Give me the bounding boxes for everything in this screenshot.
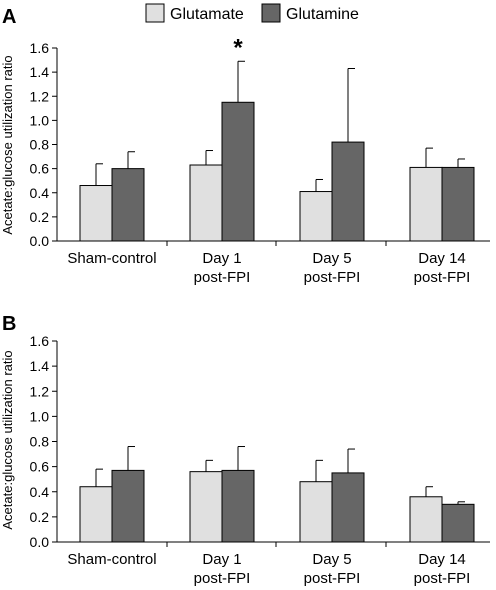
y-tick-label-b: 0.2 [30,509,50,525]
bar-b-glutamine-3 [441,503,475,543]
category-label-b-3: Day 14 [418,551,466,568]
y-tick-label-a: 0.0 [30,233,50,249]
legend-swatch-glutamate [145,3,165,23]
category-label-a-2: Day 5 [312,250,351,267]
bar-b-glutamate-3 [409,496,443,543]
bar-a-glutamate-1 [189,164,223,242]
y-tick-label-b: 0.0 [30,534,50,550]
category-label-a-3: post-FPI [414,269,471,286]
bar-b-glutamine-1 [221,469,255,543]
bar-b-glutamate-1 [189,471,223,543]
bar-b-glutamine-2 [331,472,365,543]
y-tick-label-a: 0.4 [30,185,50,201]
legend-swatch-glutamine [261,3,281,23]
bar-b-glutamine-0 [111,469,145,543]
y-tick-label-a: 1.6 [30,40,50,56]
y-axis-label-b: Acetate:glucose utilization ratio [0,350,15,529]
panel-b: B Acetate:glucose utilization ratio 0.0 0… [0,313,490,587]
bar-a-glutamine-0 [111,168,145,242]
y-tick-label-b: 0.8 [30,434,50,450]
significance-marker-a: * [233,34,243,61]
panel-a: A Acetate:glucose utilization ratio 0.0 0… [0,6,490,286]
bar-a-glutamate-0 [79,185,113,242]
bar-a-glutamine-3 [441,166,475,242]
y-tick-label-a: 1.0 [30,112,50,128]
bar-a-glutamate-2 [299,191,333,242]
y-tick-label-a: 0.8 [30,137,50,153]
category-label-a-1: post-FPI [194,269,251,286]
bar-a-glutamate-3 [409,166,443,242]
y-tick-label-b: 0.6 [30,459,50,475]
category-label-b-0: Sham-control [67,551,156,568]
y-tick-label-a: 0.6 [30,161,50,177]
category-label-b-1: Day 1 [202,551,241,568]
category-label-a-0: Sham-control [67,250,156,267]
category-label-b-2: post-FPI [304,570,361,587]
panel-label-b: B [2,313,16,335]
y-tick-label-a: 1.4 [30,64,50,80]
y-tick-label-a: 1.2 [30,88,50,104]
bar-a-glutamine-1 [221,101,255,242]
category-label-a-1: Day 1 [202,250,241,267]
bar-b-glutamate-2 [299,481,333,543]
y-tick-label-b: 1.6 [30,333,50,349]
legend-label-glutamine: Glutamine [286,6,359,23]
y-tick-label-b: 1.2 [30,383,50,399]
y-tick-label-b: 0.4 [30,484,50,500]
bar-a-glutamine-2 [331,141,365,242]
legend: Glutamate Glutamine [145,3,359,23]
category-label-a-2: post-FPI [304,269,361,286]
category-label-b-3: post-FPI [414,570,471,587]
category-label-b-1: post-FPI [194,570,251,587]
category-label-b-2: Day 5 [312,551,351,568]
category-label-a-3: Day 14 [418,250,466,267]
y-axis-label-a: Acetate:glucose utilization ratio [0,55,15,234]
legend-label-glutamate: Glutamate [170,6,244,23]
y-tick-label-a: 0.2 [30,209,50,225]
y-tick-label-b: 1.0 [30,408,50,424]
panel-label-a: A [2,6,16,28]
y-tick-label-b: 1.4 [30,358,50,374]
bar-b-glutamate-0 [79,486,113,543]
